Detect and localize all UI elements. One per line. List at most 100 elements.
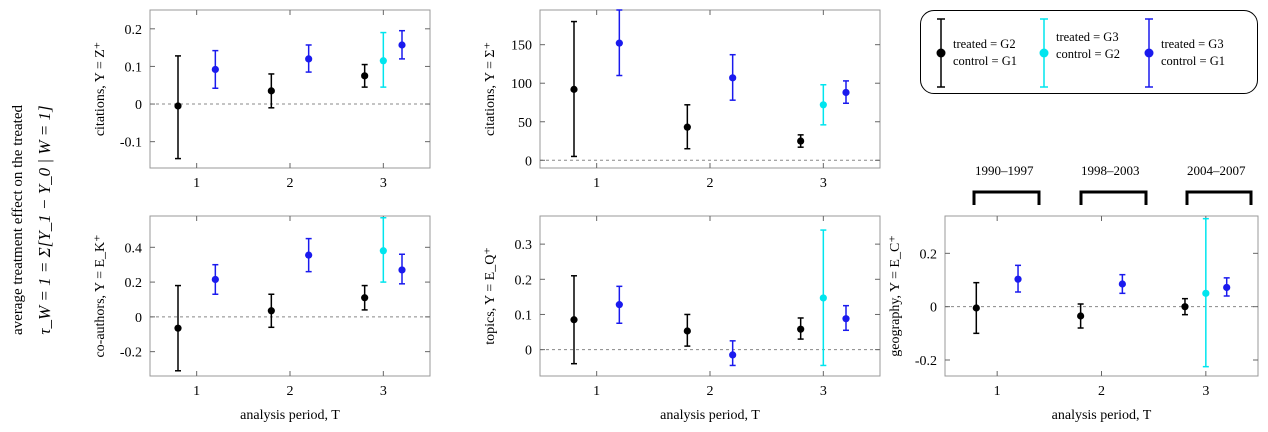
period-label-2: 1998–2003 — [1081, 163, 1140, 178]
y-tick-label: -0.2 — [120, 346, 142, 361]
y-tick-label: 0.1 — [125, 60, 143, 75]
data-point-G3vG2 — [379, 31, 387, 88]
point-marker — [683, 123, 691, 131]
data-point-G3vG1 — [842, 80, 850, 105]
x-tick-label: 3 — [820, 384, 827, 399]
y-tick-label: 50 — [518, 116, 532, 131]
y-tick-label: 0 — [135, 311, 142, 326]
y-axis-label: citations, Y = Z⁺ — [93, 42, 108, 136]
data-point-G3vG1 — [1014, 264, 1022, 293]
x-tick-label: 1 — [593, 384, 600, 399]
x-tick-label: 2 — [287, 384, 294, 399]
point-marker — [729, 74, 737, 82]
y-tick-label: 150 — [511, 39, 532, 54]
panel-1: -0.1 0 0.1 0.2 1 2 3 citations, Y = Z⁺ — [93, 9, 431, 191]
point-marker — [174, 324, 182, 332]
point-marker — [398, 266, 406, 274]
x-tick-label: 3 — [820, 176, 827, 191]
y-tick-label: 0 — [525, 344, 532, 359]
data-point-G3vG1 — [211, 49, 219, 89]
data-point-G2vG1 — [570, 20, 578, 158]
overall-ylabel-main: average treatment effect on the treated — [10, 105, 26, 336]
y-tick-label: 0.2 — [125, 23, 143, 38]
data-point-G3vG1 — [305, 44, 313, 73]
data-point-G3vG1 — [615, 285, 623, 325]
plot-frame — [149, 215, 431, 377]
point-marker — [842, 315, 850, 323]
legend-entry-g2-vs-g1: treated = G2 control = G1 — [931, 11, 1036, 95]
point-marker — [615, 301, 623, 309]
data-point-G2vG1 — [797, 134, 805, 148]
legend-entry-label: treated = G2 control = G1 — [953, 37, 1017, 68]
data-point-G2vG1 — [683, 104, 691, 150]
point-marker — [1181, 303, 1189, 311]
legend-entry-label: treated = G3 control = G2 — [1056, 30, 1120, 61]
x-tick-label: 1 — [193, 384, 200, 399]
data-point-G3vG1 — [1118, 273, 1126, 295]
legend-entry-g3-vs-g2: treated = G3 control = G2 — [1034, 11, 1139, 95]
legend-entry-g3-vs-g1: treated = G3 control = G1 — [1139, 11, 1249, 95]
y-tick-label: 0 — [525, 154, 532, 169]
x-tick-label: 1 — [593, 176, 600, 191]
plot-frame — [539, 215, 881, 377]
point-marker — [379, 57, 387, 65]
x-tick-label: 1 — [193, 176, 200, 191]
y-axis-label: citations, Y = Σ⁺ — [483, 42, 498, 136]
data-point-G2vG1 — [1077, 303, 1085, 329]
point-marker — [797, 325, 805, 333]
point-marker — [267, 307, 275, 315]
point-marker — [305, 251, 313, 259]
data-point-G2vG1 — [972, 281, 980, 335]
data-point-G3vG2 — [819, 229, 827, 367]
point-marker — [211, 65, 219, 74]
y-tick-label: 0.1 — [515, 308, 533, 323]
y-tick-label: 0 — [930, 301, 937, 316]
data-point-G2vG1 — [797, 317, 805, 340]
y-tick-label: 0.2 — [920, 247, 938, 262]
y-axis-label: co-authors, Y = E_K⁺ — [93, 234, 108, 357]
data-point-G3vG1 — [398, 29, 406, 60]
point-marker — [1223, 283, 1231, 292]
point-marker — [570, 85, 578, 93]
data-point-G2vG1 — [683, 313, 691, 347]
x-tick-label: 3 — [1202, 384, 1209, 399]
panel-5: -0.2 0 0.2 1 2 3 geography, Y = E_C⁺ analysis p… — [888, 215, 1259, 423]
data-point-G3vG1 — [1223, 277, 1231, 297]
plot-frame — [539, 9, 881, 169]
point-marker — [267, 87, 275, 95]
point-marker — [729, 351, 737, 359]
data-point-G3vG1 — [729, 53, 737, 101]
y-tick-label: 0.2 — [515, 273, 533, 288]
period-label-3: 2004–2007 — [1187, 163, 1246, 178]
point-marker — [570, 316, 578, 324]
legend: treated = G2 control = G1 treated = G3 c… — [920, 10, 1258, 94]
y-tick-label: 0.3 — [515, 238, 533, 253]
data-point-G3vG1 — [305, 237, 313, 273]
point-marker — [211, 275, 219, 284]
data-point-G2vG1 — [1181, 297, 1189, 316]
y-axis-label: geography, Y = E_C⁺ — [888, 235, 903, 356]
x-tick-label: 3 — [380, 384, 387, 399]
point-marker — [1014, 275, 1022, 283]
plot-frame — [944, 215, 1259, 377]
panel-3: -0.2 0 0.2 0.4 1 2 3 co-authors, Y = E_K⁺analys… — [93, 215, 431, 423]
panel-2: 0 50 100 150 1 2 3 citations, Y = Σ⁺ — [483, 9, 881, 191]
data-point-G3vG1 — [842, 304, 850, 332]
y-tick-label: 100 — [511, 77, 532, 92]
panel-4: 0 0.1 0.2 0.3 1 2 3 topics, Y = E_Q⁺ analysis pe… — [483, 215, 881, 423]
x-tick-label: 3 — [380, 176, 387, 191]
data-point-G3vG1 — [615, 9, 623, 77]
y-tick-label: -0.2 — [915, 354, 937, 369]
point-marker — [819, 101, 827, 109]
point-marker — [972, 304, 980, 312]
data-point-G3vG1 — [211, 263, 219, 296]
point-marker — [361, 72, 369, 80]
y-tick-label: 0.2 — [125, 276, 143, 291]
y-axis-label: topics, Y = E_Q⁺ — [483, 247, 498, 344]
x-axis-label: analysis period, T — [660, 408, 760, 423]
x-tick-label: 2 — [1098, 384, 1105, 399]
point-marker — [1202, 289, 1210, 297]
data-point-G3vG1 — [729, 340, 737, 367]
data-point-G2vG1 — [267, 73, 275, 109]
